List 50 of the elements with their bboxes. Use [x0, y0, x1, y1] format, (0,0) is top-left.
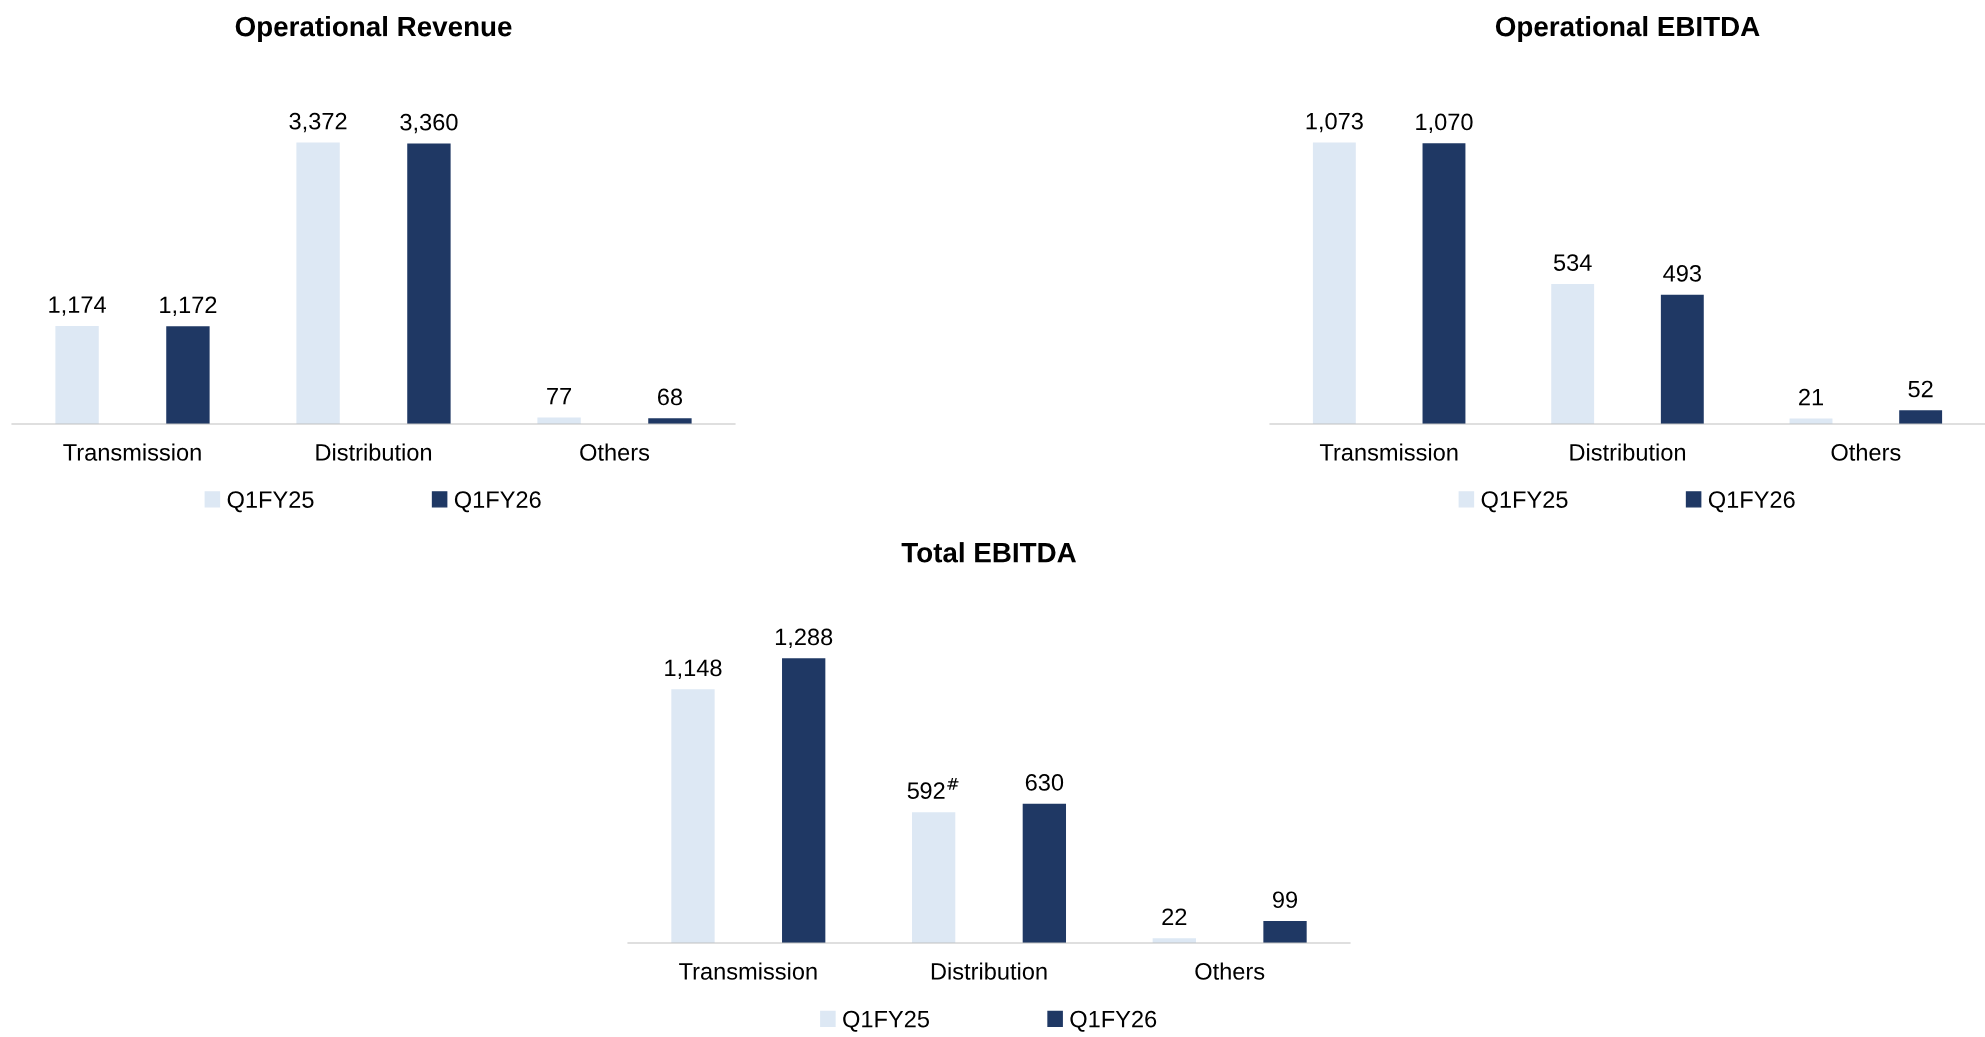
chart-title: Total EBITDA — [901, 542, 1076, 563]
data-label: 99 — [1273, 891, 1298, 909]
legend-label: Q1FY25 — [843, 1010, 929, 1032]
bar — [407, 143, 451, 424]
data-label: 1,073 — [1306, 112, 1363, 133]
data-label: 1,070 — [1416, 113, 1473, 134]
bar — [55, 326, 99, 424]
chart-title: Operational Revenue — [235, 15, 512, 42]
data-label: 68 — [658, 388, 683, 406]
data-label: 22 — [1162, 908, 1187, 925]
data-label: 1,148 — [665, 659, 722, 680]
x-tick-label: Transmission — [1319, 443, 1458, 461]
legend-label: Q1FY26 — [454, 491, 541, 513]
legend-label: Q1FY26 — [1070, 1010, 1157, 1032]
bar — [911, 812, 956, 943]
legend-label: Q1FY25 — [227, 491, 314, 513]
data-label: 592$^{#}$ — [907, 777, 959, 800]
data-label: 77 — [547, 388, 572, 405]
bar — [296, 142, 340, 424]
data-label: 630 — [1025, 774, 1064, 791]
bar — [1551, 283, 1595, 424]
legend-label: Q1FY25 — [1481, 491, 1568, 513]
data-label: 3,360 — [400, 113, 458, 134]
bar — [1022, 803, 1067, 943]
bar — [1899, 410, 1943, 424]
bar — [782, 658, 826, 943]
x-tick-label: Others — [580, 443, 650, 461]
data-label: 1,174 — [49, 296, 106, 316]
x-tick-label: Distribution — [316, 443, 432, 461]
x-tick-label: Others — [1831, 443, 1901, 461]
data-label: 534 — [1553, 254, 1592, 271]
bar — [1422, 143, 1466, 424]
data-label: 3,372 — [289, 112, 347, 133]
x-tick-label: Transmission — [63, 443, 201, 461]
bar — [1312, 142, 1356, 424]
x-tick-label: Distribution — [1570, 443, 1686, 461]
data-label: 1,172 — [160, 296, 217, 316]
bar — [671, 689, 715, 943]
bar — [166, 326, 210, 424]
bar — [1263, 921, 1307, 943]
x-tick-label: Transmission — [679, 962, 817, 980]
x-tick-label: Others — [1195, 962, 1265, 980]
chart-title: Operational EBITDA — [1495, 15, 1760, 42]
legend-label: Q1FY26 — [1708, 491, 1795, 513]
data-label: 52 — [1908, 380, 1933, 398]
bar — [1660, 294, 1704, 424]
x-tick-label: Distribution — [931, 962, 1047, 980]
data-label: 1,288 — [775, 628, 833, 649]
data-label: 21 — [1799, 388, 1823, 406]
data-label: 493 — [1663, 264, 1701, 282]
